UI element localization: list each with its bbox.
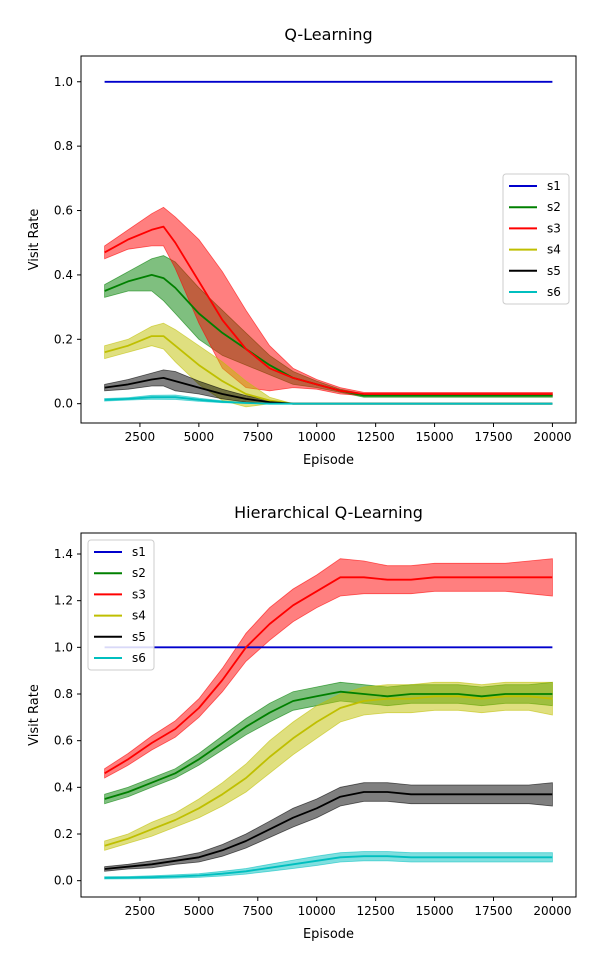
legend-label-s4: s4 xyxy=(132,609,146,623)
x-tick-label: 12500 xyxy=(357,430,395,444)
legend-label-s6: s6 xyxy=(132,651,146,665)
y-tick-label: 0.2 xyxy=(54,827,73,841)
legend-label-s2: s2 xyxy=(132,566,146,580)
series-line-s4 xyxy=(104,335,553,405)
y-tick-label: 0.4 xyxy=(54,780,73,794)
series-band-s4 xyxy=(104,681,553,851)
x-tick-label: 20000 xyxy=(533,904,571,918)
y-tick-label: 0.6 xyxy=(54,204,73,218)
y-tick-label: 1.2 xyxy=(54,594,73,608)
legend-label-s2: s2 xyxy=(547,200,561,214)
y-tick-label: 0.6 xyxy=(54,734,73,748)
x-tick-label: 7500 xyxy=(243,430,274,444)
plot-frame xyxy=(80,532,577,898)
x-tick-label: 7500 xyxy=(243,904,274,918)
y-tick-label: 1.0 xyxy=(54,75,73,89)
x-tick-label: 17500 xyxy=(474,430,512,444)
chart-title: Hierarchical Q-Learning xyxy=(234,503,423,522)
legend-label-s3: s3 xyxy=(132,587,146,601)
x-tick-label: 20000 xyxy=(533,430,571,444)
series-line-s5 xyxy=(104,791,553,870)
y-tick-label: 0.4 xyxy=(54,268,73,282)
series-line-s6 xyxy=(104,396,553,405)
plot-frame xyxy=(80,55,577,424)
x-axis-label: Episode xyxy=(303,453,354,468)
y-tick-label: 0.8 xyxy=(54,687,73,701)
x-tick-label: 10000 xyxy=(298,904,336,918)
legend: s1 s2 s3 s4 s5 s6 xyxy=(87,539,155,671)
series-line-s5 xyxy=(104,376,553,405)
y-tick-label: 0.0 xyxy=(54,397,73,411)
series-line-s3 xyxy=(104,576,553,775)
x-tick-label: 5000 xyxy=(184,430,215,444)
series-line-s3 xyxy=(104,225,553,395)
legend-label-s5: s5 xyxy=(547,264,561,278)
y-tick-label: 1.0 xyxy=(54,640,73,654)
x-tick-label: 2500 xyxy=(125,904,156,918)
series-line-s2 xyxy=(104,690,553,800)
x-tick-label: 17500 xyxy=(474,904,512,918)
legend-label-s1: s1 xyxy=(547,179,561,193)
legend-label-s5: s5 xyxy=(132,630,146,644)
legend: s1 s2 s3 s4 s5 s6 xyxy=(502,173,570,305)
x-tick-label: 2500 xyxy=(125,430,156,444)
y-tick-label: 0.2 xyxy=(54,332,73,346)
x-axis-label: Episode xyxy=(303,927,354,942)
y-axis-label: Visit Rate xyxy=(27,684,42,746)
legend-label-s1: s1 xyxy=(132,545,146,559)
series-line-s6 xyxy=(104,855,553,879)
legend-label-s3: s3 xyxy=(547,221,561,235)
series-band-s3 xyxy=(104,558,553,779)
x-tick-label: 10000 xyxy=(298,430,336,444)
y-tick-label: 1.4 xyxy=(54,547,73,561)
y-tick-label: 0.8 xyxy=(54,139,73,153)
y-axis-label: Visit Rate xyxy=(27,209,42,271)
chart-panel-1: Q-Learning 2500 5000 7500 10000 12500 15000 175… xyxy=(27,25,577,468)
x-tick-label: 12500 xyxy=(357,904,395,918)
series-line-s4 xyxy=(104,695,553,847)
chart-panel-2: Hierarchical Q-Learning 2500 5000 7500 10000… xyxy=(27,503,577,942)
series-band-s5 xyxy=(104,782,553,872)
chart-title: Q-Learning xyxy=(284,25,372,44)
x-tick-label: 15000 xyxy=(415,904,453,918)
x-tick-label: 15000 xyxy=(415,430,453,444)
legend-label-s6: s6 xyxy=(547,285,561,299)
legend-label-s4: s4 xyxy=(547,243,561,257)
y-tick-label: 0.0 xyxy=(54,874,73,888)
series-band-s6 xyxy=(104,851,553,880)
x-tick-label: 5000 xyxy=(184,904,215,918)
